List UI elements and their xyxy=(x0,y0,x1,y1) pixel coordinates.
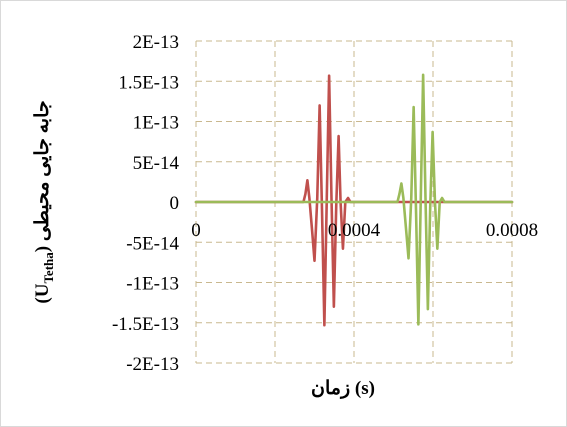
y-tick-label: -2E-13 xyxy=(126,354,179,375)
x-tick-label: 0.0004 xyxy=(328,220,381,241)
series-line-1 xyxy=(194,74,514,327)
x-tick-label: 0 xyxy=(191,220,201,241)
y-tick-label: -1.5E-13 xyxy=(112,314,179,335)
y-axis-title-suffix: ) جابه جایی محیطی xyxy=(32,100,53,252)
y-axis-title: (UTetha) جابه جایی محیطی xyxy=(32,100,56,303)
y-tick-label: 1E-13 xyxy=(133,113,179,134)
y-tick-label: 2E-13 xyxy=(133,32,179,53)
y-tick-label: 0 xyxy=(170,193,180,214)
y-tick-label: -5E-14 xyxy=(126,233,179,254)
x-tick-label: 0.0008 xyxy=(486,220,538,241)
y-tick-label: 5E-14 xyxy=(133,153,180,174)
y-tick-label: 1.5E-13 xyxy=(118,72,179,93)
x-tick-labels: 0 0.0004 0.0008 xyxy=(191,220,538,241)
y-axis-title-prefix: (U xyxy=(32,283,53,303)
y-tick-label: -1E-13 xyxy=(126,274,179,295)
y-tick-labels: 2E-13 1.5E-13 1E-13 5E-14 0 -5E-14 -1E-13 -1.5E… xyxy=(112,32,180,375)
series-group xyxy=(194,73,514,327)
series-line-2 xyxy=(194,73,514,326)
y-axis-title-subscript: Tetha xyxy=(41,252,56,284)
x-axis-title: زمان (s) xyxy=(311,378,375,399)
